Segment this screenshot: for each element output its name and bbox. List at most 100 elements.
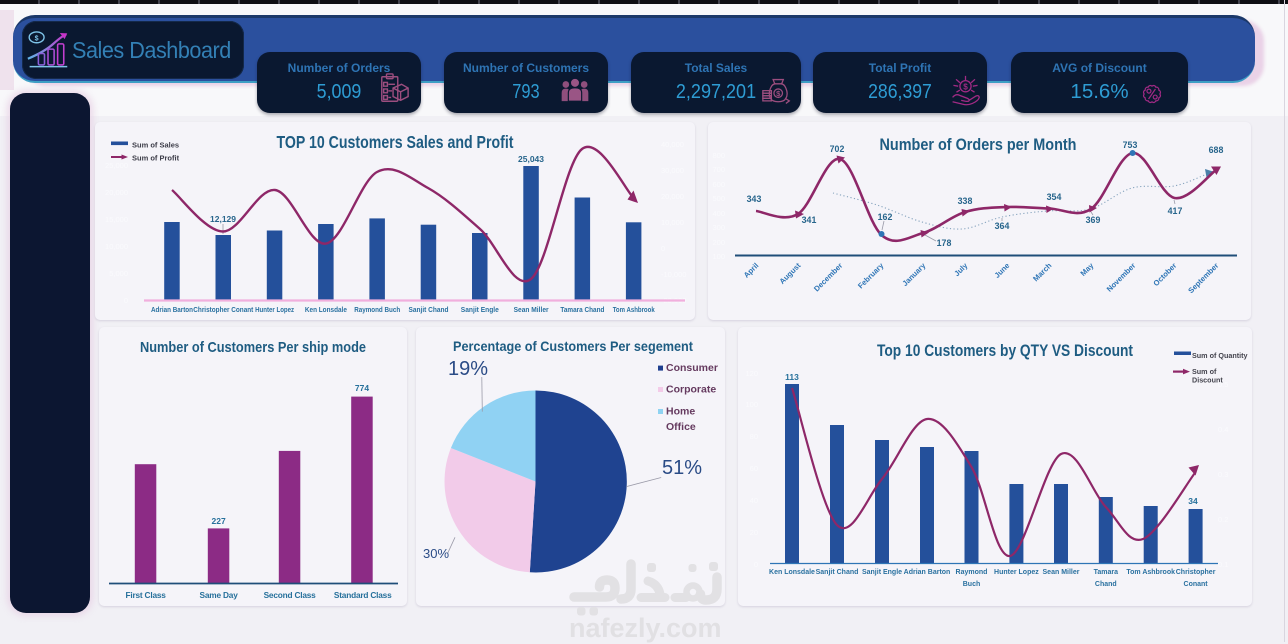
- svg-text:162: 162: [878, 212, 893, 222]
- svg-text:Sanjit Engle: Sanjit Engle: [862, 569, 902, 576]
- svg-text:400: 400: [712, 209, 725, 218]
- svg-text:June: June: [993, 261, 1012, 280]
- svg-text:Number of Orders per Month: Number of Orders per Month: [880, 135, 1077, 154]
- svg-text:Ken Lonsdale: Ken Lonsdale: [305, 305, 347, 314]
- svg-text:12,129: 12,129: [210, 214, 236, 224]
- svg-text:Chand: Chand: [1095, 581, 1117, 588]
- svg-text:Home: Home: [666, 406, 695, 418]
- svg-text:34: 34: [1188, 496, 1198, 506]
- svg-text:30%: 30%: [423, 546, 449, 561]
- svg-text:0: 0: [124, 296, 128, 305]
- svg-text:Sum of Sales: Sum of Sales: [132, 141, 179, 150]
- svg-text:5,000: 5,000: [109, 269, 128, 278]
- svg-text:Christopher Conant: Christopher Conant: [193, 305, 253, 314]
- svg-text:0: 0: [661, 244, 665, 253]
- svg-text:51%: 51%: [662, 457, 702, 479]
- svg-text:341: 341: [802, 215, 817, 225]
- svg-text:0.3: 0.3: [1218, 470, 1228, 479]
- svg-text:Adrian Barton: Adrian Barton: [904, 569, 951, 576]
- svg-text:October: October: [1151, 261, 1178, 288]
- svg-text:February: February: [856, 261, 886, 291]
- svg-text:80: 80: [750, 432, 758, 441]
- svg-text:0.1: 0.1: [1218, 560, 1228, 569]
- svg-text:September: September: [1186, 261, 1220, 295]
- svg-text:Sum of Profit: Sum of Profit: [132, 154, 180, 163]
- svg-text:25,043: 25,043: [518, 154, 544, 164]
- svg-text:40: 40: [750, 496, 758, 505]
- svg-text:40,000: 40,000: [661, 140, 684, 149]
- svg-text:April: April: [742, 261, 761, 280]
- svg-text:Corporate: Corporate: [666, 384, 716, 396]
- svg-text:Second Class: Second Class: [264, 590, 317, 600]
- svg-text:Conant: Conant: [1184, 581, 1209, 588]
- svg-text:Standard Class: Standard Class: [334, 590, 392, 600]
- svg-text:Tamara: Tamara: [1094, 569, 1118, 576]
- svg-text:354: 354: [1047, 192, 1062, 202]
- svg-text:January: January: [900, 261, 928, 289]
- svg-text:July: July: [952, 261, 970, 279]
- svg-text:200: 200: [712, 238, 725, 247]
- svg-text:Sanjit Chand: Sanjit Chand: [409, 305, 449, 314]
- svg-text:Sum of Quantity: Sum of Quantity: [1192, 351, 1248, 360]
- svg-text:113: 113: [785, 372, 799, 382]
- svg-text:120: 120: [745, 369, 758, 378]
- svg-text:Sum of: Sum of: [1192, 367, 1217, 376]
- svg-text:Top 10 Customers by QTY VS Dis: Top 10 Customers by QTY VS Discount: [877, 342, 1133, 360]
- svg-text:Office: Office: [666, 421, 696, 433]
- svg-text:10,000: 10,000: [105, 242, 128, 251]
- svg-text:702: 702: [830, 144, 845, 154]
- svg-text:Sanjit Engle: Sanjit Engle: [461, 305, 499, 314]
- svg-text:Sanjit Chand: Sanjit Chand: [816, 569, 859, 576]
- svg-text:Tom Ashbrook: Tom Ashbrook: [613, 305, 656, 314]
- svg-text:30,000: 30,000: [661, 166, 684, 175]
- svg-text:700: 700: [712, 165, 725, 174]
- svg-text:$: $: [963, 83, 968, 92]
- svg-text:Percentage of Customers Per se: Percentage of Customers Per segement: [453, 339, 693, 354]
- svg-text:May: May: [1079, 261, 1096, 278]
- svg-text:25,000: 25,000: [105, 161, 128, 170]
- svg-text:774: 774: [355, 383, 369, 393]
- svg-text:First Class: First Class: [125, 590, 166, 600]
- svg-text:100: 100: [712, 252, 725, 261]
- svg-text:753: 753: [1123, 140, 1138, 150]
- svg-text:Tom Ashbrook: Tom Ashbrook: [1126, 569, 1175, 576]
- svg-text:338: 338: [958, 196, 973, 206]
- svg-text:Hunter Lopez: Hunter Lopez: [994, 569, 1039, 576]
- svg-text:Number of Customers Per ship m: Number of Customers Per ship mode: [140, 339, 366, 356]
- svg-text:August: August: [778, 261, 803, 286]
- svg-text:Raymond Buch: Raymond Buch: [354, 305, 400, 314]
- svg-text:364: 364: [995, 221, 1010, 231]
- svg-text:0.4: 0.4: [1218, 425, 1228, 434]
- svg-text:20: 20: [750, 528, 758, 537]
- svg-text:0.5: 0.5: [1218, 380, 1228, 389]
- svg-text:500: 500: [712, 194, 725, 203]
- svg-text:60: 60: [750, 464, 758, 473]
- svg-text:20,000: 20,000: [661, 192, 684, 201]
- svg-text:300: 300: [712, 223, 725, 232]
- svg-text:November: November: [1105, 261, 1138, 294]
- svg-text:Raymond: Raymond: [956, 569, 988, 576]
- svg-text:December: December: [812, 261, 844, 293]
- svg-text:19%: 19%: [448, 358, 488, 380]
- svg-text:178: 178: [937, 238, 952, 248]
- svg-text:100: 100: [745, 400, 758, 409]
- svg-text:343: 343: [747, 194, 762, 204]
- svg-text:Sean Miller: Sean Miller: [1043, 569, 1080, 576]
- svg-text:20,000: 20,000: [105, 188, 128, 197]
- svg-text:$: $: [776, 89, 781, 98]
- svg-text:688: 688: [1209, 145, 1224, 155]
- svg-text:Discount: Discount: [1192, 376, 1223, 385]
- svg-text:800: 800: [712, 151, 725, 160]
- svg-text:0: 0: [754, 560, 758, 569]
- svg-text:-10,000: -10,000: [661, 270, 686, 279]
- svg-text:$: $: [35, 35, 39, 42]
- svg-text:Buch: Buch: [963, 581, 981, 588]
- svg-text:600: 600: [712, 180, 725, 189]
- svg-text:Christopher: Christopher: [1176, 569, 1216, 576]
- svg-text:Tamara Chand: Tamara Chand: [560, 305, 604, 314]
- svg-text:TOP 10 Customers Sales and Pro: TOP 10 Customers Sales and Profit: [277, 132, 514, 152]
- svg-text:March: March: [1031, 261, 1053, 283]
- svg-text:10,000: 10,000: [661, 218, 684, 227]
- svg-text:417: 417: [1168, 206, 1183, 216]
- svg-text:Adrian Barton: Adrian Barton: [151, 305, 193, 314]
